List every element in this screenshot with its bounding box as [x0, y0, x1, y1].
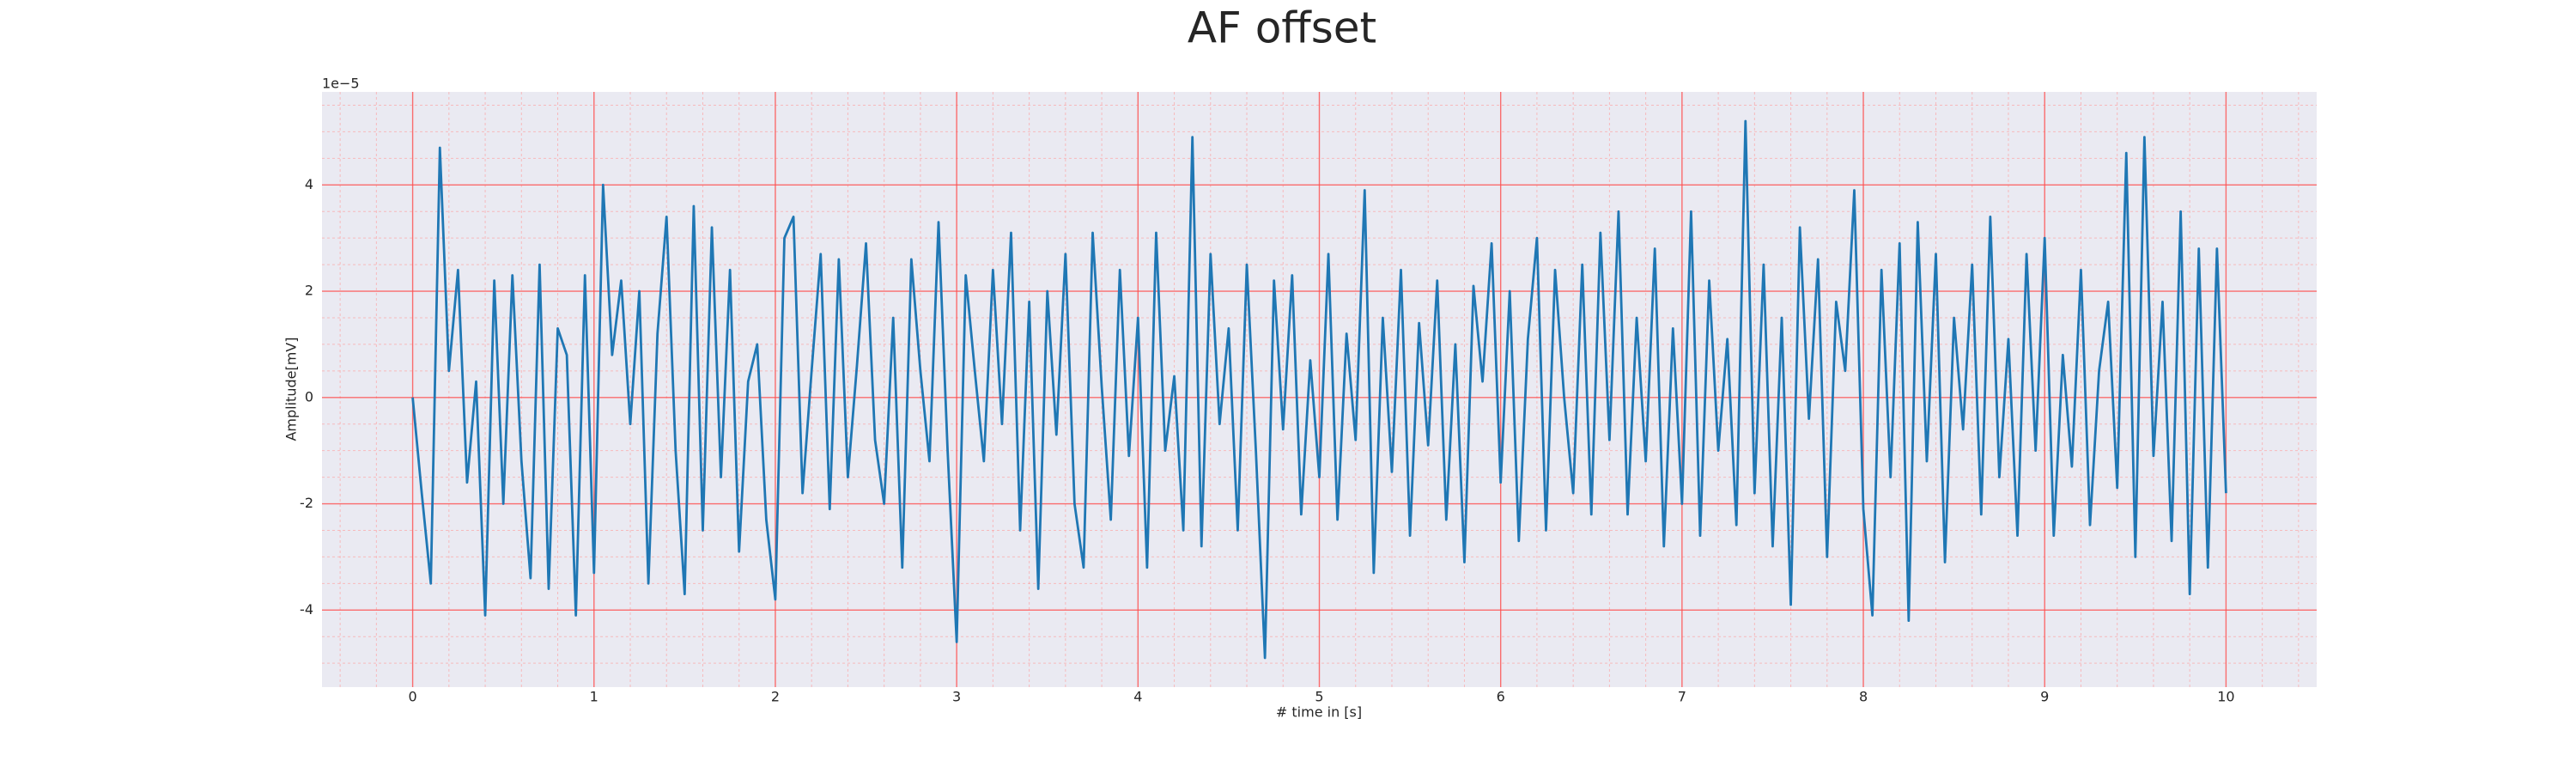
x-tick-label: 4 — [1133, 689, 1142, 705]
y-offset-label: 1e−5 — [322, 76, 360, 92]
y-tick-label: 4 — [305, 176, 313, 192]
y-tick-label: 0 — [305, 388, 313, 405]
chart-title: AF offset — [1188, 3, 1376, 53]
y-tick-label: -4 — [300, 601, 313, 618]
y-axis-label: Amplitude[mV] — [283, 337, 300, 441]
y-tick-label: -2 — [300, 495, 313, 511]
x-tick-label: 1 — [590, 689, 598, 705]
x-tick-label: 0 — [408, 689, 416, 705]
x-tick-label: 2 — [771, 689, 780, 705]
x-tick-label: 9 — [2040, 689, 2049, 705]
x-axis-label: # time in [s] — [1276, 704, 1362, 721]
x-tick-label: 6 — [1497, 689, 1505, 705]
x-tick-label: 5 — [1315, 689, 1323, 705]
x-tick-label: 8 — [1859, 689, 1868, 705]
x-tick-label: 7 — [1678, 689, 1686, 705]
y-tick-label: 2 — [305, 283, 313, 299]
x-tick-label: 3 — [952, 689, 961, 705]
x-tick-label: 10 — [2217, 689, 2234, 705]
signal-line — [411, 119, 2227, 660]
